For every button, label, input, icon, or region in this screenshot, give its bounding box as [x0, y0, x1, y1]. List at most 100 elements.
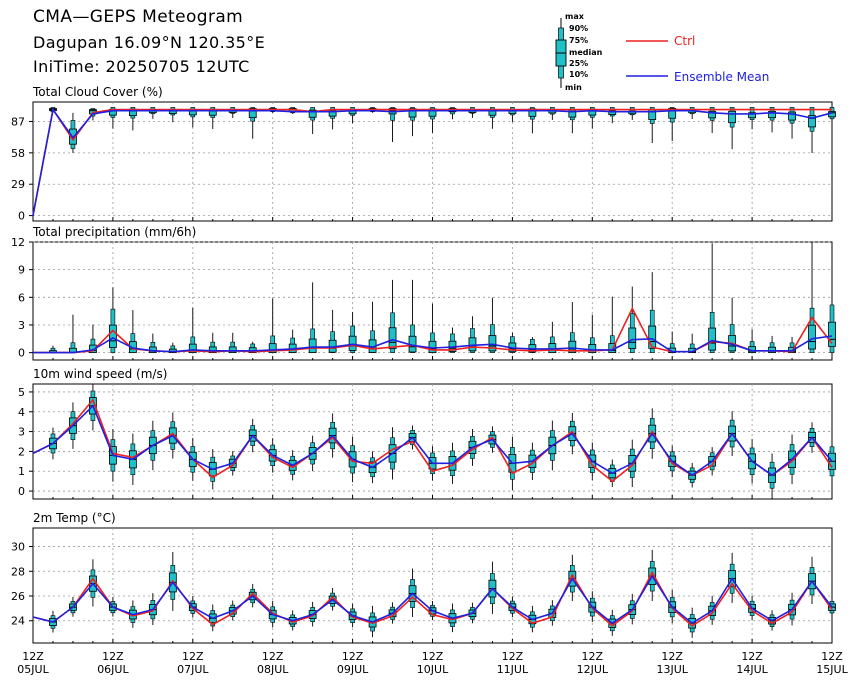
panel-2: 10m wind speed (m/s) 0 1 2 3 4 5 — [18, 367, 836, 500]
x-tick-hour: 12Z — [741, 650, 763, 663]
box-19 — [408, 279, 417, 353]
box-inner — [308, 338, 317, 354]
y-tick-label: 30 — [11, 541, 25, 554]
box-4 — [109, 287, 117, 353]
box-inner — [488, 335, 497, 352]
x-tick-date: 11JUL — [497, 663, 529, 676]
y-tick-label: 87 — [11, 115, 25, 128]
box-inner — [328, 110, 337, 117]
box-inner — [468, 337, 477, 352]
x-tick-hour: 12Z — [262, 650, 284, 663]
box-11 — [248, 107, 257, 139]
x-tick-hour: 12Z — [22, 650, 44, 663]
box-inner — [808, 115, 816, 128]
box-8 — [188, 307, 197, 354]
ctrl-line — [32, 398, 833, 483]
box-31 — [648, 272, 657, 353]
box-inner — [568, 340, 577, 354]
box-31 — [648, 107, 657, 144]
box-inner — [228, 346, 237, 354]
y-tick-label: 26 — [11, 590, 25, 603]
box-inner — [768, 110, 776, 119]
y-tick-label: 9 — [18, 264, 25, 277]
box-37 — [768, 107, 776, 133]
y-tick-label: 4 — [18, 406, 25, 419]
x-tick-hour: 12Z — [502, 650, 524, 663]
legend-key-label: 25% — [569, 59, 588, 68]
box-inner — [668, 107, 677, 119]
panel-title: Total precipitation (mm/6h) — [32, 225, 196, 239]
x-tick-date: 07JUL — [177, 663, 209, 676]
x-tick-date: 10JUL — [417, 663, 449, 676]
box-34 — [708, 107, 717, 134]
legend-mean-label: Ensemble Mean — [674, 70, 769, 84]
box-2 — [69, 314, 77, 354]
ctrl-line — [32, 107, 832, 216]
y-tick-label: 29 — [11, 178, 25, 191]
box-18 — [388, 279, 397, 353]
y-tick-label: 58 — [11, 147, 25, 160]
box-inner — [388, 327, 397, 350]
box-inner — [748, 112, 756, 119]
x-tick-date: 09JUL — [337, 663, 369, 676]
box-inner — [648, 325, 657, 349]
panel-0: Total Cloud Cover (%) 0 29 58 87 — [11, 85, 836, 223]
location-label: Dagupan 16.09°N 120.35°E — [33, 33, 266, 52]
box-23 — [488, 297, 497, 353]
ensemble-mean-line — [33, 335, 833, 354]
legend-key-label: min — [565, 83, 582, 92]
x-tick-date: 08JUL — [257, 663, 289, 676]
box-18 — [388, 107, 397, 143]
box-inner — [768, 346, 776, 354]
y-tick-label: 2 — [18, 445, 25, 458]
y-tick-label: 0 — [18, 485, 25, 498]
box-inner — [408, 108, 417, 118]
box-inner — [828, 321, 836, 347]
x-tick-date: 14JUL — [736, 663, 768, 676]
x-tick-hour: 12Z — [422, 650, 444, 663]
box-inner — [89, 344, 97, 354]
box-inner — [628, 327, 637, 349]
box-40 — [828, 437, 836, 486]
y-tick-label: 0 — [18, 347, 25, 360]
box-27 — [568, 302, 577, 354]
box-12 — [268, 298, 277, 354]
chart-title: CMA—GEPS Meteogram — [33, 7, 244, 27]
box-inner — [708, 110, 717, 119]
box-14 — [308, 282, 317, 354]
box-inner — [308, 109, 317, 118]
box-39 — [808, 107, 816, 153]
box-inner — [248, 108, 257, 119]
box-34 — [708, 243, 717, 353]
legend-key-label: median — [569, 48, 603, 57]
x-tick-hour: 12Z — [342, 650, 364, 663]
box-15 — [328, 107, 337, 130]
legend-box-key: max 90% 75% median 25% 10% min — [555, 12, 603, 92]
panel-title: Total Cloud Cover (%) — [32, 85, 163, 99]
y-tick-label: 24 — [11, 615, 25, 628]
box-10 — [228, 332, 237, 354]
legend-key-label: 10% — [569, 70, 588, 79]
box-30 — [628, 286, 637, 353]
legend-key-label: 90% — [569, 24, 588, 33]
box-20 — [428, 303, 437, 354]
box-40 — [828, 107, 836, 129]
panel-title: 10m wind speed (m/s) — [33, 367, 167, 381]
box-17 — [368, 301, 377, 353]
legend-key-label: max — [565, 12, 585, 21]
x-tick-date: 06JUL — [97, 663, 129, 676]
x-tick-hour: 12Z — [821, 650, 843, 663]
box-28 — [588, 314, 597, 354]
box-39 — [808, 242, 816, 353]
y-tick-label: 3 — [18, 426, 25, 439]
box-36 — [748, 107, 756, 130]
box-inner — [788, 111, 796, 121]
legend-key-label: 75% — [569, 36, 588, 45]
box-inner — [608, 110, 617, 116]
box-1 — [49, 345, 57, 354]
box-9 — [208, 332, 217, 354]
box-inner — [808, 324, 816, 350]
y-tick-label: 3 — [18, 319, 25, 332]
